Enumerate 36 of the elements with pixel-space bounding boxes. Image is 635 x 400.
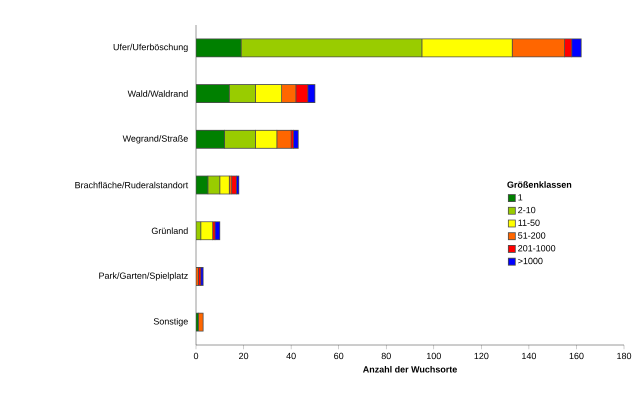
y-tick-label: Grünland xyxy=(152,227,188,234)
bar xyxy=(196,130,225,149)
y-tick-label: Sonstige xyxy=(154,318,188,326)
y-tick-label: Wald/Waldrand xyxy=(128,90,188,97)
bar xyxy=(255,130,278,149)
bar xyxy=(255,84,282,103)
legend-title: Größenklassen xyxy=(507,181,572,188)
bar xyxy=(219,176,230,194)
x-tick-label: 80 xyxy=(382,352,391,360)
x-tick-label: 0 xyxy=(194,352,198,360)
x-tick-label: 120 xyxy=(474,352,488,360)
bar xyxy=(231,176,237,194)
y-tick-label: Ufer/Uferböschung xyxy=(114,44,188,52)
bar xyxy=(228,84,256,103)
y-tick-label: Brachfläche/Ruderalstandort xyxy=(75,182,188,188)
legend-label: >1000 xyxy=(518,258,543,264)
legend-label: 201-1000 xyxy=(518,245,556,252)
x-axis-title: Anzahl der Wuchsorte xyxy=(362,366,457,373)
legend-label: 51-200 xyxy=(518,232,546,239)
x-tick-label: 180 xyxy=(617,352,632,360)
x-tick-label: 140 xyxy=(522,352,536,360)
bar xyxy=(224,130,256,149)
bar xyxy=(196,38,242,58)
bar xyxy=(512,38,565,58)
x-tick-label: 40 xyxy=(286,352,296,360)
x-tick-label: 20 xyxy=(239,352,248,360)
x-tick-label: 160 xyxy=(570,352,584,360)
x-tick-label: 100 xyxy=(426,352,441,360)
x-tick-label: 60 xyxy=(334,352,344,360)
y-tick-label: Park/Garten/Spielplatz xyxy=(99,272,188,281)
legend-label: 11-50 xyxy=(518,220,540,226)
bar xyxy=(196,84,230,103)
y-tick-label: Wegrand/Straße xyxy=(122,135,188,144)
bar xyxy=(240,38,422,58)
legend-label: 2-10 xyxy=(518,206,536,214)
legend-label: 1 xyxy=(518,194,522,200)
